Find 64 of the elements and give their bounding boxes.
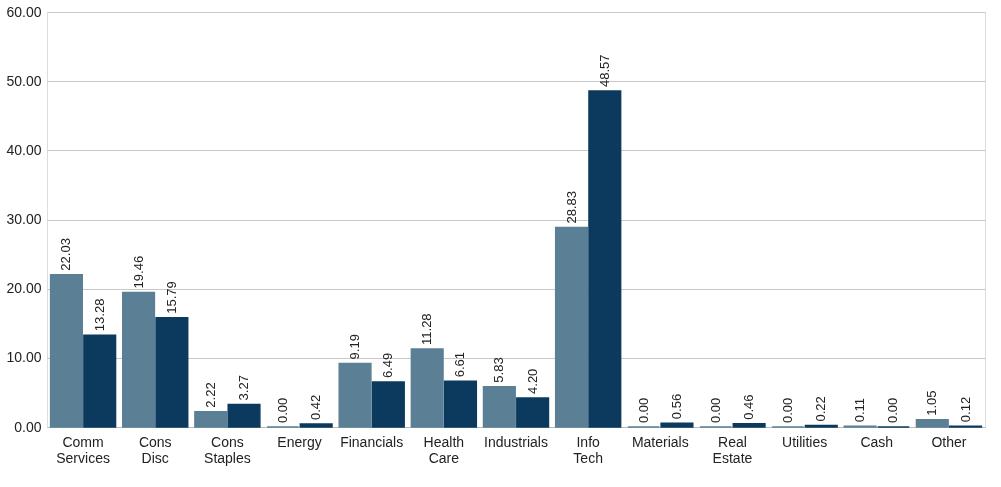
data-label: 13.28	[91, 298, 107, 332]
data-label: 0.00	[707, 397, 723, 423]
bar	[227, 403, 261, 428]
x-tick-label: Health Care	[423, 433, 465, 466]
data-label: 5.83	[491, 357, 507, 383]
x-tick-label: Cash	[860, 433, 894, 450]
data-label: 9.19	[347, 334, 363, 360]
x-tick-label: Materials	[631, 433, 689, 450]
y-tick-label: 0.00	[14, 418, 42, 435]
bar	[482, 385, 516, 428]
data-label: 22.03	[58, 238, 74, 271]
x-tick-label: Financials	[340, 433, 404, 450]
y-tick-label: 40.00	[6, 141, 42, 158]
data-label: 6.49	[380, 352, 396, 379]
x-tick-label: Info Tech	[573, 433, 603, 466]
bar	[410, 348, 444, 428]
data-label: 0.22	[813, 396, 829, 422]
bar	[554, 226, 589, 428]
bar	[83, 334, 117, 428]
bar	[443, 380, 478, 428]
data-label: 0.11	[852, 397, 868, 423]
data-label: 28.83	[563, 191, 579, 224]
data-label: 3.27	[236, 375, 252, 401]
bar	[516, 397, 550, 428]
data-label: 0.46	[741, 394, 757, 420]
bar	[49, 273, 83, 428]
x-tick-label: Other	[931, 433, 967, 450]
x-tick-label: Real Estate	[712, 433, 753, 466]
data-label: 2.22	[202, 382, 218, 408]
bar	[122, 291, 156, 428]
bar	[194, 410, 228, 428]
data-label: 0.00	[885, 397, 901, 423]
x-tick-label: Utilities	[782, 433, 828, 450]
bar	[915, 418, 949, 428]
data-label: 48.57	[596, 54, 612, 88]
data-label: 0.56	[668, 393, 684, 420]
data-label: 15.79	[163, 281, 179, 314]
data-label: 0.00	[779, 397, 795, 423]
data-label: 4.20	[524, 368, 540, 394]
x-tick-label: Industrials	[484, 433, 548, 450]
y-tick-label: 60.00	[6, 3, 42, 20]
y-tick-label: 10.00	[6, 349, 42, 366]
data-label: 1.05	[924, 390, 940, 416]
bar	[732, 423, 766, 428]
bar	[338, 362, 372, 428]
data-label: 6.61	[452, 351, 468, 378]
bar	[588, 90, 622, 428]
bar	[371, 381, 405, 428]
bar	[299, 423, 333, 428]
data-label: 0.00	[635, 397, 651, 423]
x-tick-label: Cons Disc	[138, 433, 172, 466]
y-tick-label: 50.00	[6, 72, 42, 89]
bar	[155, 317, 189, 428]
data-label: 0.00	[274, 397, 290, 423]
y-tick-label: 20.00	[6, 280, 42, 297]
bar	[660, 422, 694, 428]
x-tick-label: Energy	[277, 433, 322, 450]
data-label: 0.42	[308, 394, 324, 421]
x-tick-label: Comm Services	[56, 433, 110, 466]
data-label: 19.46	[130, 255, 146, 289]
data-label: 11.28	[419, 313, 435, 345]
data-label: 0.12	[957, 396, 973, 423]
y-tick-label: 30.00	[6, 211, 42, 227]
x-tick-label: Cons Staples	[204, 433, 251, 466]
